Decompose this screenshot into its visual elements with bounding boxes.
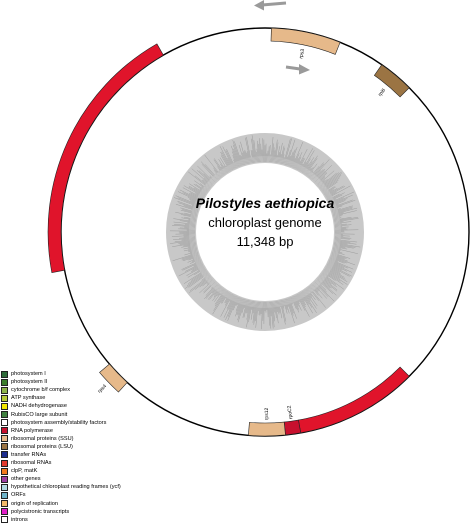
legend-label: ATP synthase	[11, 394, 45, 402]
legend-swatch	[1, 451, 8, 458]
legend-item: RNA polymerase	[1, 427, 176, 435]
legend-swatch	[1, 371, 8, 378]
gene-rpoC2	[284, 420, 301, 435]
legend-item: polycistronic transcripts	[1, 508, 176, 516]
gene-accD-like	[48, 44, 163, 273]
legend-item: origin of replication	[1, 500, 176, 508]
legend-swatch	[1, 443, 8, 450]
legend-item: ribosomal RNAs	[1, 459, 176, 467]
legend-item: cytochrome b/f complex	[1, 386, 176, 394]
strand-arrow-minus	[254, 0, 286, 11]
gene-label-rpl6: rpl6	[377, 87, 387, 97]
legend-swatch	[1, 419, 8, 426]
legend-label: origin of replication	[11, 500, 58, 508]
legend-swatch	[1, 379, 8, 386]
legend-label: polycistronic transcripts	[11, 508, 69, 516]
genome-length: 11,348 bp	[237, 234, 294, 249]
legend-swatch	[1, 403, 8, 410]
legend-item: NADH dehydrogenase	[1, 402, 176, 410]
legend-swatch	[1, 476, 8, 483]
legend-label: RNA polymerase	[11, 427, 53, 435]
legend-swatch	[1, 435, 8, 442]
legend-swatch	[1, 387, 8, 394]
legend-item: photosystem II	[1, 378, 176, 386]
legend-swatch	[1, 411, 8, 418]
gene-label-rps3: rps3	[298, 48, 306, 59]
legend-label: hypothetical chloroplast reading frames …	[11, 483, 121, 491]
legend-item: transfer RNAs	[1, 451, 176, 459]
legend-item: ribosomal proteins (LSU)	[1, 443, 176, 451]
legend-item: ribosomal proteins (SSU)	[1, 435, 176, 443]
legend-label: clpP, matK	[11, 467, 37, 475]
legend-label: photosystem II	[11, 378, 47, 386]
genome-description: chloroplast genome	[208, 215, 321, 230]
legend-swatch	[1, 427, 8, 434]
legend-swatch	[1, 484, 8, 491]
legend-label: photosystem assembly/stability factors	[11, 419, 106, 427]
legend-swatch	[1, 500, 8, 507]
legend-item: ORFs	[1, 491, 176, 499]
legend-label: ribosomal proteins (LSU)	[11, 443, 73, 451]
legend-swatch	[1, 468, 8, 475]
gene-label-rps12: rps12	[264, 407, 270, 420]
legend-label: transfer RNAs	[11, 451, 46, 459]
legend-item: RubisCO large subunit	[1, 410, 176, 418]
legend-item: clpP, matK	[1, 467, 176, 475]
legend-label: RubisCO large subunit	[11, 411, 67, 419]
legend-item: photosystem I	[1, 370, 176, 378]
legend-label: introns	[11, 516, 28, 524]
legend-label: photosystem I	[11, 370, 46, 378]
legend-swatch	[1, 492, 8, 499]
legend-label: ORFs	[11, 491, 26, 499]
legend-label: cytochrome b/f complex	[11, 386, 70, 394]
legend-label: ribosomal proteins (SSU)	[11, 435, 74, 443]
legend-swatch	[1, 460, 8, 467]
legend-label: other genes	[11, 475, 41, 483]
legend-item: photosystem assembly/stability factors	[1, 419, 176, 427]
legend-label: NADH dehydrogenase	[11, 402, 67, 410]
legend-item: introns	[1, 516, 176, 524]
gene-rps12	[248, 422, 285, 436]
gene-clpP-like	[298, 367, 409, 433]
legend-swatch	[1, 516, 8, 523]
legend-item: other genes	[1, 475, 176, 483]
legend-swatch	[1, 395, 8, 402]
legend-item: ATP synthase	[1, 394, 176, 402]
gene-label-rpoC2: rpoC2	[286, 405, 294, 420]
legend-swatch	[1, 508, 8, 515]
legend-label: ribosomal RNAs	[11, 459, 51, 467]
legend-item: hypothetical chloroplast reading frames …	[1, 483, 176, 491]
strand-arrow-plus	[286, 64, 310, 75]
species-name: Pilostyles aethiopica	[196, 195, 335, 211]
